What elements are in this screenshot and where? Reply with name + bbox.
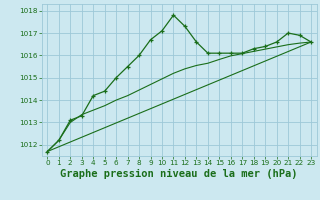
X-axis label: Graphe pression niveau de la mer (hPa): Graphe pression niveau de la mer (hPa) xyxy=(60,169,298,179)
